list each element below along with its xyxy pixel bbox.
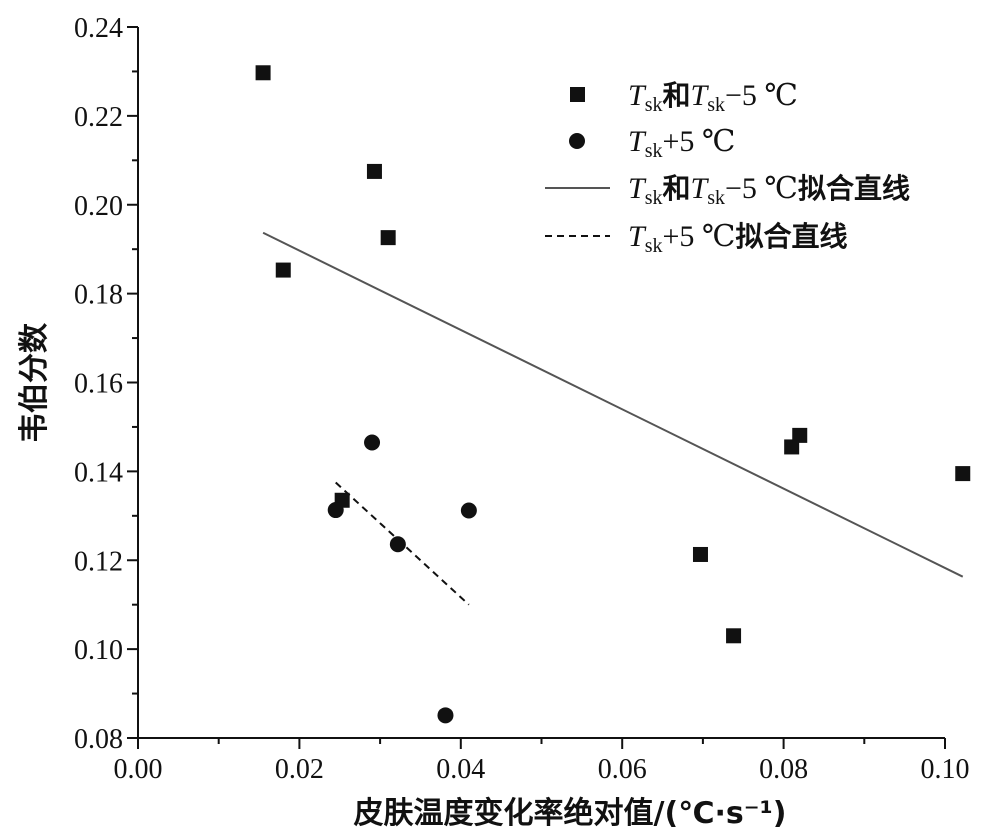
- y-tick-label: 0.14: [74, 457, 123, 488]
- circle-point: [389, 536, 406, 553]
- legend: Tsk​和Tsk​−5 ℃ Tsk​+5 ℃ Tsk​和Tsk​−5 ℃拟合直线 Ts…: [545, 79, 910, 257]
- y-axis-title: 韦伯分数: [17, 322, 52, 443]
- y-tick-label: 0.08: [74, 724, 123, 755]
- square-point: [792, 427, 808, 443]
- square-point: [255, 65, 271, 81]
- fit-line-solid: [262, 231, 964, 578]
- circle-point: [460, 502, 477, 519]
- fit-lines: [262, 231, 964, 606]
- legend-label: Tsk​+5 ℃: [628, 125, 735, 162]
- square-point: [275, 262, 291, 278]
- x-axis-title: 皮肤温度变化率绝对值/(℃·s⁻¹): [354, 796, 787, 831]
- square-point: [726, 628, 742, 644]
- ticks: 0.08 0.10 0.12 0.14 0.16 0.18 0.20 0.22 0.24 0.00…: [74, 13, 970, 785]
- legend-label: Tsk​+5 ℃拟合直线: [628, 220, 847, 257]
- square-point: [784, 439, 800, 455]
- legend-item: Tsk​+5 ℃: [569, 125, 735, 162]
- legend-label: Tsk​和Tsk​−5 ℃: [628, 79, 798, 116]
- legend-square-marker: [570, 87, 585, 102]
- legend-item: Tsk​和Tsk​−5 ℃拟合直线: [545, 172, 910, 209]
- y-tick-label: 0.10: [74, 635, 123, 666]
- y-tick-label: 0.16: [74, 369, 123, 400]
- x-tick-label: 0.02: [275, 754, 324, 785]
- legend-circle-marker: [569, 133, 585, 149]
- x-tick-label: 0.10: [921, 754, 970, 785]
- square-point: [955, 466, 971, 482]
- legend-item: Tsk​和Tsk​−5 ℃: [570, 79, 798, 116]
- square-point: [380, 230, 396, 246]
- x-tick-label: 0.08: [759, 754, 808, 785]
- x-tick-label: 0.04: [436, 754, 485, 785]
- y-tick-label: 0.22: [74, 102, 123, 133]
- x-tick-label: 0.06: [598, 754, 647, 785]
- circle-point: [437, 707, 454, 724]
- x-tick-label: 0.00: [114, 754, 163, 785]
- axes: [137, 27, 945, 739]
- data-points: [255, 65, 971, 724]
- y-tick-label: 0.18: [74, 280, 123, 311]
- circle-point: [364, 434, 381, 451]
- square-point: [366, 163, 382, 179]
- y-tick-label: 0.20: [74, 191, 123, 222]
- y-tick-label: 0.12: [74, 546, 123, 577]
- legend-label: Tsk​和Tsk​−5 ℃拟合直线: [628, 172, 910, 209]
- circle-point: [327, 502, 344, 519]
- legend-item: Tsk​+5 ℃拟合直线: [545, 220, 847, 257]
- y-tick-label: 0.24: [74, 13, 123, 44]
- square-point: [692, 546, 708, 562]
